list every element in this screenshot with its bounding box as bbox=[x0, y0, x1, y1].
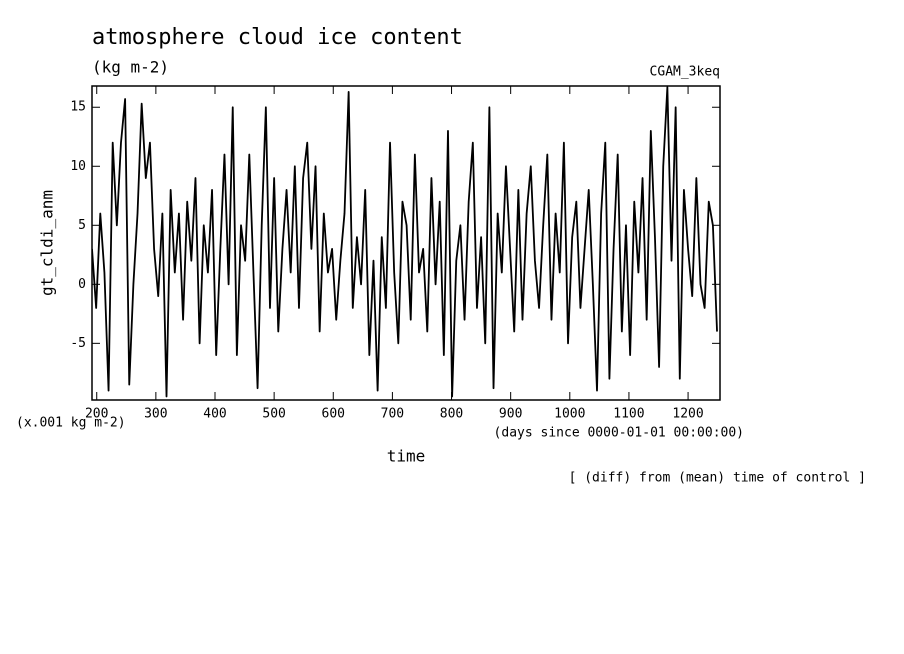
x-tick-label: 700 bbox=[381, 407, 404, 422]
plot-frame bbox=[91, 85, 721, 401]
experiment-label: CGAM_3keq bbox=[650, 65, 720, 80]
x-tick-label: 400 bbox=[203, 407, 226, 422]
x-tick-label: 800 bbox=[440, 407, 463, 422]
y-tick-label: -5 bbox=[70, 336, 86, 351]
x-tick-label: 900 bbox=[499, 407, 522, 422]
note: [ (diff) from (mean) time of control ] bbox=[569, 471, 866, 486]
y-axis-label: gt_cldi_anm bbox=[38, 190, 57, 296]
x-tick-label: 1000 bbox=[554, 407, 585, 422]
y-units: (x.001 kg m-2) bbox=[16, 416, 126, 431]
chart-title: atmosphere cloud ice content bbox=[92, 25, 463, 50]
data-line bbox=[92, 86, 718, 398]
y-tick-label: 15 bbox=[70, 100, 86, 115]
x-tick-label: 600 bbox=[322, 407, 345, 422]
x-tick-label: 200 bbox=[85, 407, 108, 422]
x-tick-label: 1200 bbox=[672, 407, 703, 422]
y-tick-label: 0 bbox=[78, 277, 86, 292]
x-units: (days since 0000-01-01 00:00:00) bbox=[494, 426, 744, 441]
chart-subtitle: (kg m-2) bbox=[92, 58, 169, 77]
x-tick-label: 500 bbox=[262, 407, 285, 422]
y-tick-label: 5 bbox=[78, 218, 86, 233]
x-tick-label: 1100 bbox=[613, 407, 644, 422]
x-tick-label: 300 bbox=[144, 407, 167, 422]
y-tick-label: 10 bbox=[70, 159, 86, 174]
x-axis-label: time bbox=[387, 447, 426, 466]
